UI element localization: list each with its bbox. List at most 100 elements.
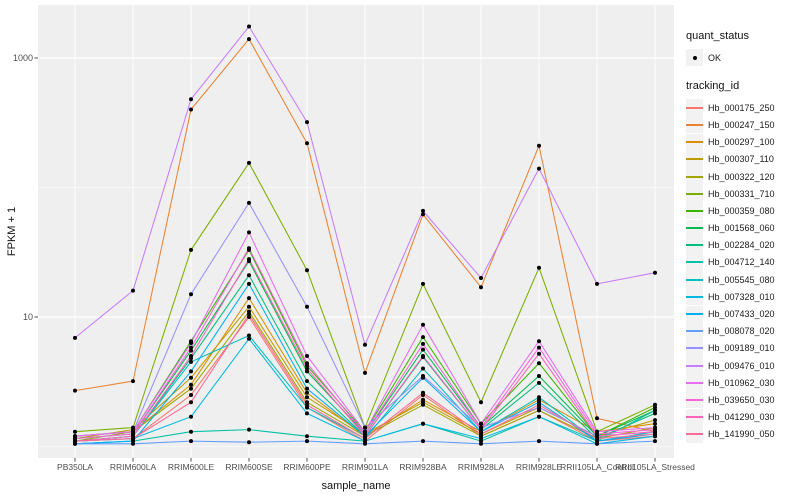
legend-entry-label: Hb_002284_020	[708, 240, 775, 251]
legend-tracking-entries: Hb_000175_250 Hb_000247_150 Hb_000297_100 H…	[686, 99, 800, 443]
data-point	[479, 400, 483, 405]
legend-entry-label: Hb_000307_110	[708, 154, 774, 165]
legend-key-box	[686, 150, 703, 168]
legend-key-box	[686, 271, 703, 289]
data-point	[537, 408, 541, 413]
line-swatch-icon	[686, 433, 703, 436]
data-point	[653, 270, 657, 275]
line-swatch-icon	[686, 295, 703, 298]
data-point	[653, 408, 657, 413]
x-tick-label: PB350LA	[57, 462, 93, 472]
data-point	[421, 335, 425, 340]
data-point	[247, 440, 251, 445]
line-swatch-icon	[686, 123, 703, 126]
legend-key-box	[686, 168, 703, 186]
line-swatch-icon	[686, 244, 703, 247]
legend-entry-label: Hb_141990_050	[708, 429, 775, 440]
legend-key-box	[686, 253, 703, 271]
data-point	[653, 418, 657, 423]
data-point	[479, 432, 483, 436]
legend-key-box	[686, 425, 703, 443]
x-tick-label: RRII105LA_Stressed	[615, 462, 695, 472]
data-point	[421, 347, 425, 352]
data-point	[247, 246, 251, 251]
data-point	[479, 285, 483, 290]
data-point	[73, 429, 77, 434]
line-swatch-icon	[686, 398, 703, 401]
data-point	[653, 439, 657, 444]
data-point	[305, 434, 309, 439]
point-swatch-icon	[692, 55, 697, 60]
data-point	[247, 200, 251, 205]
legend-title-tracking-id: tracking_id	[686, 80, 740, 93]
data-point	[305, 439, 309, 444]
data-point	[305, 268, 309, 273]
line-swatch-icon	[686, 141, 703, 144]
legend-entry-label: Hb_000322_120	[708, 171, 775, 182]
data-point	[189, 439, 193, 444]
line-swatch-icon	[686, 106, 703, 109]
legend-key-box	[686, 133, 703, 151]
data-point	[189, 107, 193, 112]
x-tick-label: RRIM600SE	[225, 462, 273, 472]
legend-entry-Hb_039650_030: Hb_039650_030	[686, 391, 800, 409]
legend-key-box	[686, 305, 703, 323]
data-point	[537, 265, 541, 270]
x-tick-label: RRIM600LA	[110, 462, 157, 472]
data-point	[537, 380, 541, 385]
legend-key-box	[686, 322, 703, 340]
data-point	[247, 257, 251, 262]
legend-entry-Hb_000297_100: Hb_000297_100	[686, 133, 800, 151]
data-point	[247, 333, 251, 338]
data-point	[479, 427, 483, 432]
data-point	[189, 348, 193, 353]
data-point	[189, 429, 193, 434]
line-swatch-icon	[686, 313, 703, 316]
data-point	[247, 296, 251, 301]
legend-entry-Hb_000331_710: Hb_000331_710	[686, 185, 800, 203]
data-point	[653, 411, 657, 416]
data-point	[305, 120, 309, 125]
data-point	[247, 273, 251, 278]
data-point	[131, 379, 135, 384]
legend-entry-label: OK	[708, 52, 722, 63]
x-tick-label: RRIM928BA	[399, 462, 447, 472]
legend-entry-Hb_000307_110: Hb_000307_110	[686, 150, 800, 168]
legend-key-box	[686, 288, 703, 306]
legend-entry-Hb_041290_030: Hb_041290_030	[686, 408, 800, 426]
data-point	[189, 341, 193, 345]
data-point	[653, 432, 657, 436]
data-point	[189, 414, 193, 419]
line-swatch-icon	[686, 330, 703, 333]
legend-entry-Hb_009189_010: Hb_009189_010	[686, 339, 800, 357]
data-point	[247, 312, 251, 317]
legend-entry-label: Hb_009476_010	[708, 360, 775, 371]
line-swatch-icon	[686, 209, 703, 212]
data-point	[305, 366, 309, 371]
data-point	[73, 388, 77, 393]
data-point	[247, 24, 251, 29]
data-point	[131, 288, 135, 293]
legend-key-box	[686, 49, 703, 67]
legend-entry-label: Hb_009189_010	[708, 343, 775, 354]
legend-entry-Hb_000247_150: Hb_000247_150	[686, 116, 800, 134]
data-point	[189, 369, 193, 374]
legend-entry-Hb_004712_140: Hb_004712_140	[686, 253, 800, 271]
legend-key-box	[686, 357, 703, 375]
legend-entry-label: Hb_005545_080	[708, 274, 775, 285]
data-point	[189, 354, 193, 358]
data-point	[537, 395, 541, 400]
data-point	[421, 212, 425, 217]
line-swatch-icon	[686, 416, 703, 419]
data-point	[537, 345, 541, 350]
legend-entry-Hb_005545_080: Hb_005545_080	[686, 271, 800, 289]
data-point	[247, 336, 251, 341]
data-point	[247, 37, 251, 42]
data-point	[73, 335, 77, 340]
legend-entry-Hb_000359_080: Hb_000359_080	[686, 202, 800, 220]
data-point	[189, 386, 193, 391]
data-point	[421, 281, 425, 286]
line-swatch-icon	[686, 158, 703, 161]
legend-key-box	[686, 116, 703, 134]
